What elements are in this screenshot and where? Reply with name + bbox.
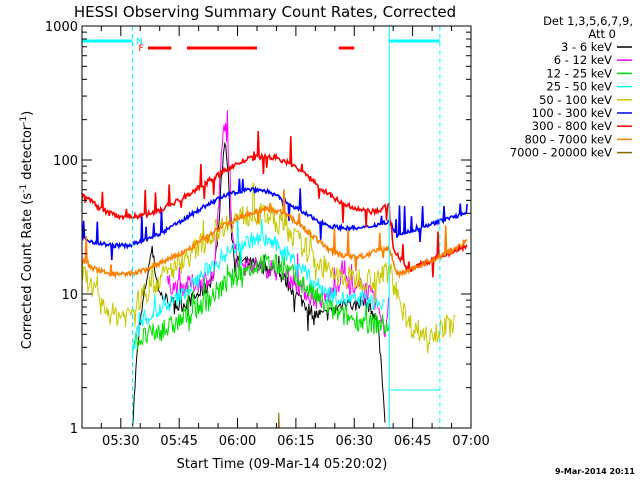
legend-label-25-50-kev: 25 - 50 keV: [546, 80, 612, 94]
y-tick-label: 100: [53, 154, 78, 169]
series-line-50-100-kev: [81, 182, 456, 354]
legend-label-6-12-kev: 6 - 12 keV: [554, 53, 612, 67]
y-tick-label: 1: [70, 422, 78, 437]
y-axis-label-close: ): [20, 111, 35, 116]
legend-label-100-300-kev: 100 - 300 keV: [532, 106, 612, 120]
y-tick-label: 10: [61, 288, 78, 303]
y-axis-label-mid: detector: [20, 124, 35, 184]
series-line-3-6-kev: [132, 141, 386, 429]
flag-layer: FN: [81, 26, 441, 428]
series-line-800-7000-kev: [81, 189, 468, 280]
legend-header-2: Att 0: [588, 27, 616, 41]
series-line-25-50-kev: [132, 213, 386, 357]
x-tick-label: 06:00: [219, 434, 256, 449]
x-axis-label: Start Time (09-Mar-14 05:20:02): [177, 457, 388, 472]
x-tick-label: 06:30: [336, 434, 373, 449]
x-axis: 05:30 05:45 06:00 06:15 06:30 06:45 07:00: [100, 26, 490, 449]
y-axis-label-sup-1: -1: [19, 184, 29, 193]
y-axis-label-main: Corrected Count Rate (s: [20, 193, 35, 350]
series-line-12-25-kev: [132, 251, 390, 355]
legend-header-1: Det 1,3,5,6,7,9,: [543, 14, 633, 28]
legend-label-300-800-kev: 300 - 800 keV: [532, 119, 612, 133]
legend-label-50-100-kev: 50 - 100 keV: [539, 93, 612, 107]
x-tick-label: 06:45: [394, 434, 431, 449]
legend-label-7000-20000-kev: 7000 - 20000 keV: [510, 146, 612, 160]
series-line-100-300-kev: [81, 178, 468, 261]
x-tick-label: 07:00: [452, 434, 489, 449]
x-tick-label: 06:15: [277, 434, 314, 449]
x-tick-label: 05:45: [160, 434, 197, 449]
flag-label-f: F: [138, 44, 143, 54]
y-axis-label-sup-2: -1: [19, 116, 29, 125]
legend-label-800-7000-kev: 800 - 7000 keV: [524, 132, 612, 146]
legend-label-3-6-kev: 3 - 6 keV: [561, 40, 612, 54]
legend-label-12-25-kev: 12 - 25 keV: [546, 66, 612, 80]
x-tick-label: 05:30: [102, 434, 139, 449]
series-line-7000-20000-kev: [277, 412, 280, 429]
series-line-300-800-kev: [81, 130, 468, 278]
chart-title: HESSI Observing Summary Count Rates, Cor…: [74, 3, 456, 21]
series-layer: [81, 110, 468, 429]
date-stamp: 9-Mar-2014 20:11: [555, 467, 635, 476]
flag-label-n: N: [136, 37, 143, 47]
y-tick-label: 1000: [45, 20, 78, 35]
y-axis: 1 10 100 1000: [45, 20, 471, 437]
y-axis-label: Corrected Count Rate (s-1 detector-1): [19, 111, 35, 349]
